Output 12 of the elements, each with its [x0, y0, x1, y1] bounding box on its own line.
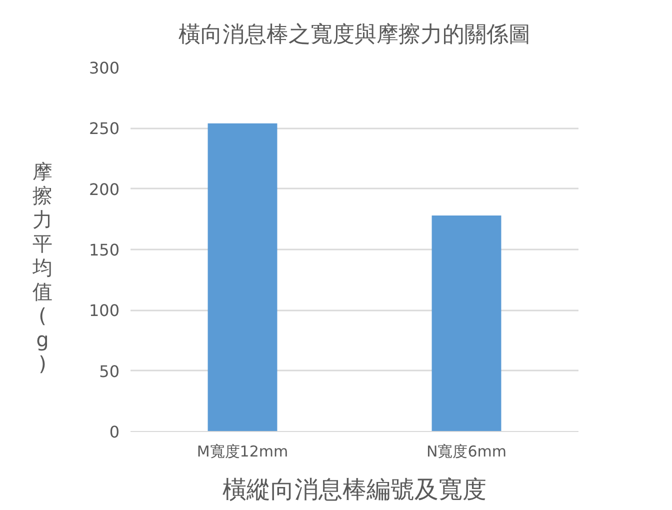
x-tick-label: M寬度12mm [196, 442, 288, 460]
text: 摩擦力平均值(g) [32, 160, 52, 376]
y-tick-label: 250 [88, 119, 120, 138]
chart-title: 橫向消息棒之寬度與摩擦力的關係圖 [178, 22, 530, 48]
y-tick-label: 0 [109, 422, 120, 442]
y-tick-label: 50 [99, 362, 120, 381]
y-tick-label: 150 [88, 240, 120, 260]
x-tick-label: N寬度6mm [426, 442, 507, 460]
y-tick-label: 200 [88, 180, 120, 199]
y-tick-label: 300 [88, 58, 120, 78]
y-tick-label: 100 [88, 301, 120, 320]
x-axis-title: 橫縱向消息棒編號及寬度 [222, 476, 486, 504]
